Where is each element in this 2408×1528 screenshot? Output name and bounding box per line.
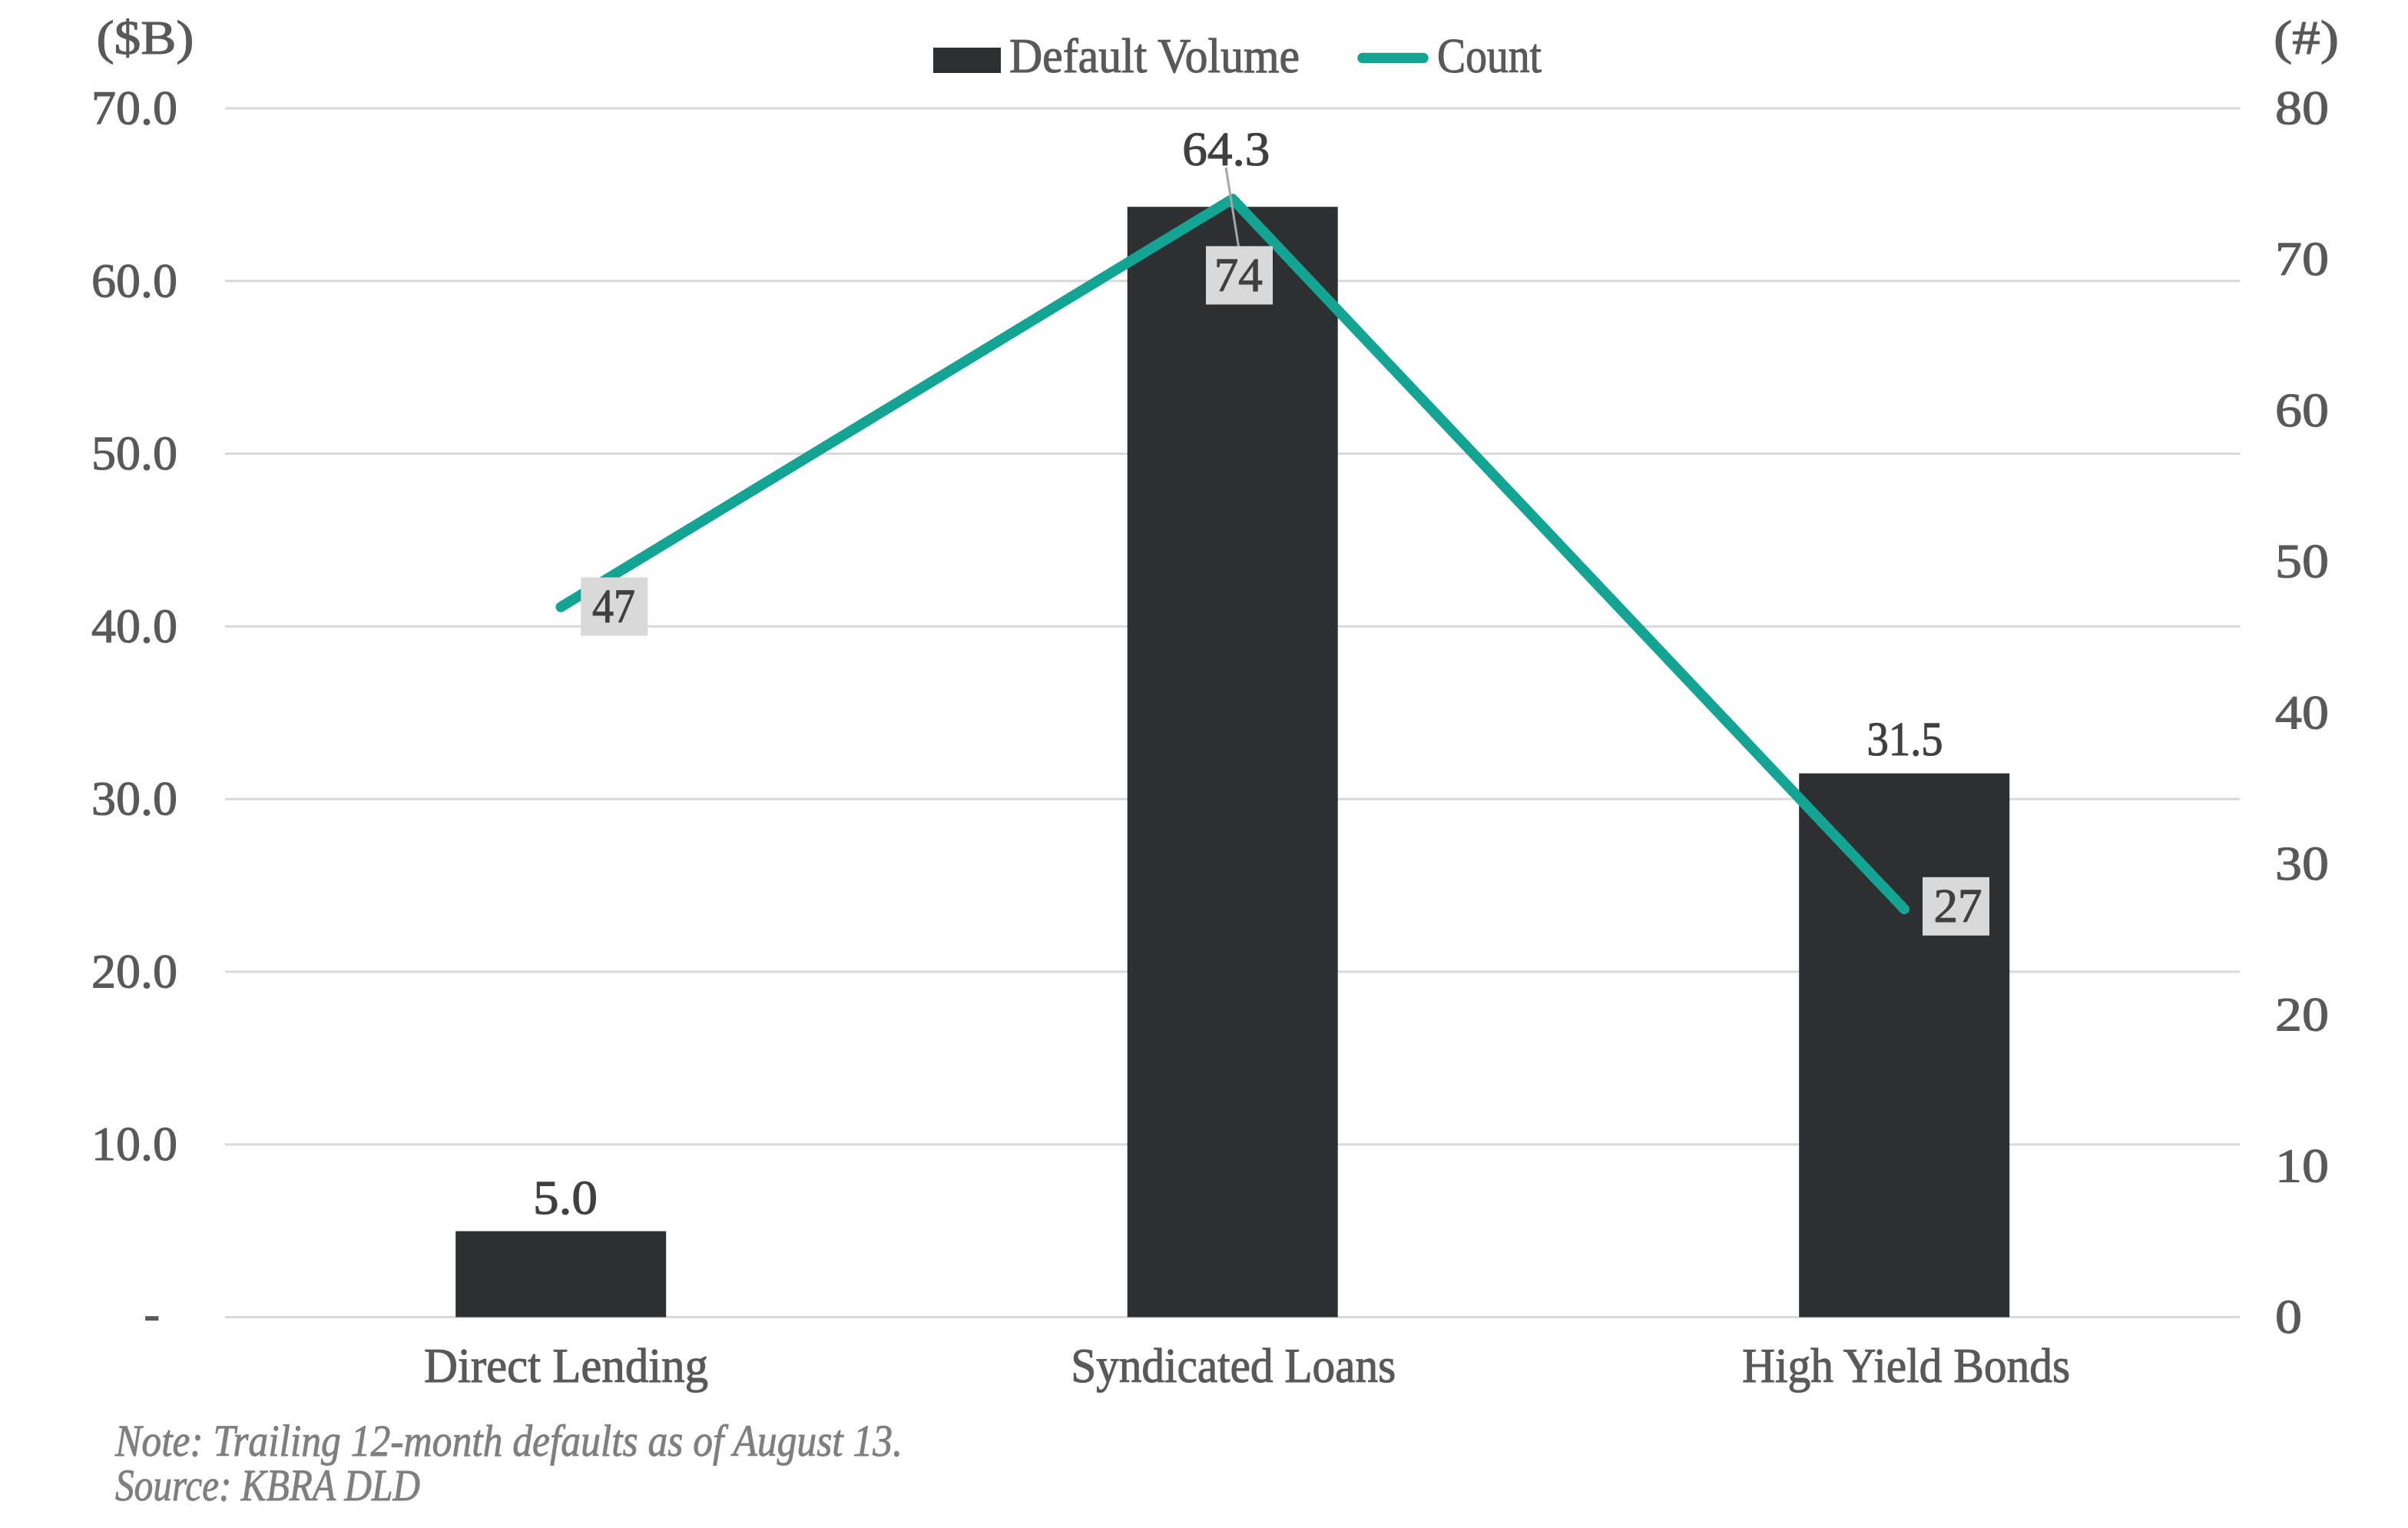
svg-text:20: 20 xyxy=(2275,989,2329,1042)
svg-text:High Yield Bonds: High Yield Bonds xyxy=(1742,1338,2070,1393)
svg-text:0: 0 xyxy=(2275,1291,2302,1344)
svg-text:47: 47 xyxy=(592,581,635,633)
svg-text:60.0: 60.0 xyxy=(91,255,177,307)
svg-text:50.0: 50.0 xyxy=(91,428,177,480)
svg-text:Syndicated Loans: Syndicated Loans xyxy=(1071,1338,1396,1393)
svg-text:64.3: 64.3 xyxy=(1182,124,1270,176)
svg-text:80: 80 xyxy=(2275,83,2329,135)
svg-text:27: 27 xyxy=(1934,880,1982,933)
svg-text:Note: Trailing 12-month defaul: Note: Trailing 12-month defaults as of A… xyxy=(114,1416,903,1466)
svg-text:74: 74 xyxy=(1214,250,1263,302)
svg-text:70: 70 xyxy=(2275,234,2329,286)
svg-text:30.0: 30.0 xyxy=(91,774,177,826)
svg-text:31.5: 31.5 xyxy=(1867,714,1943,766)
svg-text:20.0: 20.0 xyxy=(91,946,177,998)
svg-text:($B): ($B) xyxy=(97,12,194,65)
svg-text:Direct Lending: Direct Lending xyxy=(424,1338,708,1393)
svg-text:40.0: 40.0 xyxy=(91,601,177,653)
svg-text:30: 30 xyxy=(2275,838,2329,890)
svg-text:Source: KBRA DLD: Source: KBRA DLD xyxy=(115,1460,420,1510)
svg-text:70.0: 70.0 xyxy=(91,83,177,135)
svg-text:10.0: 10.0 xyxy=(91,1119,177,1171)
svg-text:50: 50 xyxy=(2275,536,2329,588)
svg-text:40: 40 xyxy=(2275,687,2329,739)
svg-text:Count: Count xyxy=(1437,28,1542,83)
svg-text:5.0: 5.0 xyxy=(533,1172,598,1225)
svg-text:Default Volume: Default Volume xyxy=(1009,28,1300,83)
svg-text:-: - xyxy=(144,1288,160,1341)
svg-text:(#): (#) xyxy=(2274,12,2339,65)
svg-text:60: 60 xyxy=(2275,385,2329,437)
svg-text:10: 10 xyxy=(2275,1140,2329,1192)
